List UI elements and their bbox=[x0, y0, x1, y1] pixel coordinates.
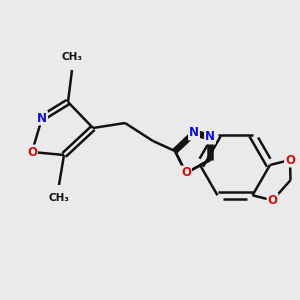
Text: O: O bbox=[181, 167, 191, 179]
Text: CH₃: CH₃ bbox=[49, 193, 70, 203]
Text: O: O bbox=[27, 146, 37, 158]
Text: O: O bbox=[285, 154, 295, 166]
Text: CH₃: CH₃ bbox=[61, 52, 82, 62]
Text: N: N bbox=[37, 112, 47, 124]
Text: N: N bbox=[189, 127, 199, 140]
Text: O: O bbox=[268, 194, 278, 207]
Text: N: N bbox=[205, 130, 215, 143]
